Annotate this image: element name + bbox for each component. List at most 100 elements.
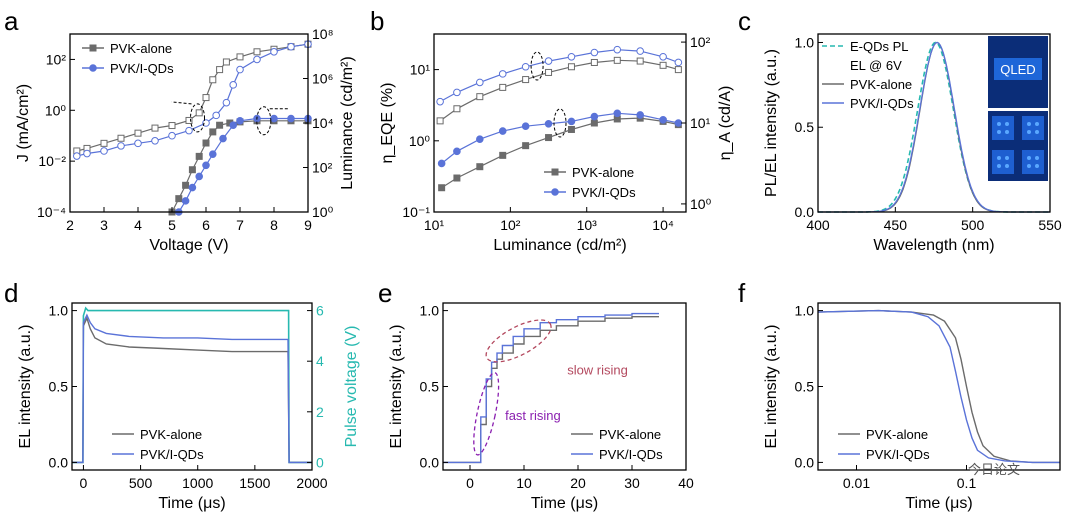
data-point	[521, 122, 530, 131]
data-point	[453, 105, 461, 113]
legend-entry: EL @ 6V	[850, 58, 902, 73]
plot-frame	[442, 302, 687, 471]
data-point	[229, 81, 237, 89]
y2-tick-label: 10⁶	[312, 71, 333, 87]
data-point	[202, 119, 210, 127]
pixel-dot	[1035, 156, 1039, 160]
fast-rising-label: fast rising	[505, 408, 561, 423]
y-axis-label: EL intensity (a.u.)	[388, 325, 405, 449]
y2-tick-label: 6	[316, 303, 324, 319]
data-point	[659, 61, 667, 69]
watermark: 今日论文	[968, 462, 1020, 477]
y-axis-label: EL intensity (a.u.)	[763, 325, 780, 449]
data-point	[100, 139, 108, 147]
pixel-dot	[1027, 122, 1031, 126]
series-line	[817, 309, 1060, 464]
legend-entry: PVK/I-QDs	[140, 447, 204, 462]
y-axis-label: PL/EL intensity (a.u.)	[763, 49, 780, 197]
x-tick-label: 500	[961, 217, 985, 233]
x-tick-label: 450	[884, 217, 908, 233]
y-axis-label: η_EQE (%)	[379, 83, 396, 164]
plot-frame	[817, 33, 1051, 213]
qled-label: QLED	[1000, 62, 1035, 77]
data-point	[185, 126, 193, 135]
legend-entry: PVK-alone	[599, 427, 661, 442]
data-point	[636, 111, 644, 119]
data-point	[674, 66, 682, 74]
series-line	[443, 312, 659, 464]
legend-entry: PVK/I-QDs	[866, 447, 930, 462]
panel-letter: d	[4, 278, 18, 308]
data-point	[521, 62, 530, 71]
x-tick-label: 8	[270, 217, 278, 233]
data-point	[212, 111, 220, 120]
x-tick-label: 5	[168, 217, 176, 233]
x-tick-label: 1000	[182, 475, 213, 491]
data-point	[117, 134, 125, 142]
x-tick-label: 0.1	[957, 475, 977, 491]
data-point	[659, 115, 667, 124]
pixel-dot	[1005, 156, 1009, 160]
x-tick-label: 10¹	[424, 217, 445, 233]
x-tick-label: 40	[678, 475, 694, 491]
data-point	[195, 152, 203, 160]
y2-tick-label: 10⁸	[312, 26, 334, 42]
x-axis-label: Time (μs)	[531, 495, 598, 512]
data-point	[253, 48, 261, 56]
data-point	[436, 117, 444, 125]
slow-rising-label: slow rising	[567, 362, 628, 377]
data-point	[551, 168, 559, 176]
panel-letter: b	[370, 6, 384, 36]
data-point	[89, 64, 97, 72]
data-point	[499, 83, 507, 91]
data-point	[209, 128, 217, 136]
data-point	[613, 109, 622, 118]
data-point	[216, 121, 224, 129]
data-point	[522, 142, 530, 150]
data-point	[567, 52, 576, 61]
y-tick-label: 1.0	[795, 34, 815, 50]
x-axis-label: Time (μs)	[905, 495, 972, 512]
pixel-dot	[1035, 130, 1039, 134]
data-point	[229, 121, 237, 130]
data-point	[551, 188, 559, 196]
data-point	[590, 48, 599, 57]
slow-rising-ellipse	[485, 319, 552, 363]
data-point	[134, 139, 142, 148]
data-point	[134, 129, 142, 137]
x-tick-label: 400	[806, 217, 830, 233]
x-tick-label: 10	[516, 475, 532, 491]
series-line	[439, 59, 679, 122]
data-point	[438, 184, 446, 192]
annotation-ellipse	[190, 103, 205, 133]
y2-tick-label: 10⁴	[312, 115, 334, 131]
data-point	[659, 52, 667, 61]
data-point	[202, 139, 210, 147]
y-tick-label: 10⁰	[45, 102, 67, 118]
x-tick-label: 500	[129, 475, 153, 491]
y2-tick-label: 10⁰	[690, 196, 712, 212]
y-tick-label: 10⁻²	[38, 153, 66, 169]
x-tick-label: 9	[304, 217, 312, 233]
data-point	[195, 109, 203, 117]
legend-entry: PVK/I-QDs	[110, 61, 174, 76]
y-axis-label: EL intensity (a.u.)	[17, 325, 34, 449]
data-point	[188, 183, 197, 192]
data-point	[253, 55, 261, 64]
y2-tick-label: 0	[316, 454, 324, 470]
pixel-dot	[997, 122, 1001, 126]
x-tick-label: 30	[624, 475, 640, 491]
pixel-tile	[992, 150, 1014, 174]
x-tick-label: 550	[1038, 217, 1062, 233]
data-point	[636, 57, 644, 65]
y-tick-label: 0.5	[420, 379, 440, 395]
y2-tick-label: 4	[316, 353, 324, 369]
panel-c: c QLED 400 450 500 550 0.0 0.5 1.0 Wavelength (nm…	[738, 6, 1062, 254]
data-point	[181, 197, 190, 205]
data-point	[437, 159, 446, 168]
annotation-ellipse	[553, 108, 567, 138]
data-point	[567, 117, 576, 126]
data-point	[590, 119, 598, 127]
data-point	[182, 181, 190, 189]
data-point	[545, 134, 553, 142]
